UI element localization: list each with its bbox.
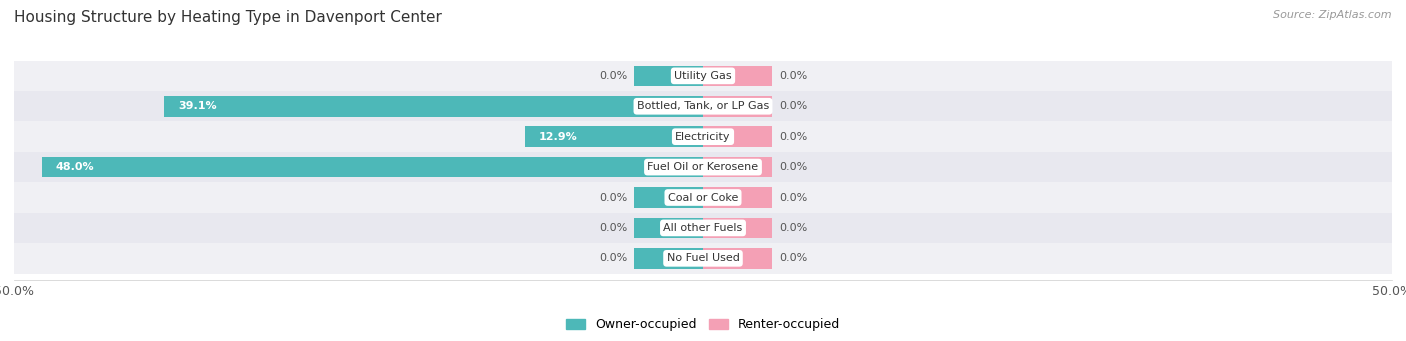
Bar [703,248,772,269]
Bar [14,182,1392,213]
Bar [634,248,703,269]
Bar [634,187,703,208]
Text: Bottled, Tank, or LP Gas: Bottled, Tank, or LP Gas [637,101,769,111]
Legend: Owner-occupied, Renter-occupied: Owner-occupied, Renter-occupied [561,313,845,336]
Text: Coal or Coke: Coal or Coke [668,193,738,203]
Text: 48.0%: 48.0% [55,162,94,172]
Text: Source: ZipAtlas.com: Source: ZipAtlas.com [1274,10,1392,20]
Bar [634,65,703,86]
Text: All other Fuels: All other Fuels [664,223,742,233]
Text: 0.0%: 0.0% [599,223,627,233]
Text: 39.1%: 39.1% [179,101,217,111]
Bar [14,121,1392,152]
Bar [703,157,772,177]
Text: 0.0%: 0.0% [779,71,807,81]
Bar [14,61,1392,91]
Bar [703,96,772,117]
Bar [14,213,1392,243]
Bar [526,126,703,147]
Bar [634,218,703,238]
Text: 0.0%: 0.0% [779,162,807,172]
Text: Housing Structure by Heating Type in Davenport Center: Housing Structure by Heating Type in Dav… [14,10,441,25]
Text: 0.0%: 0.0% [599,71,627,81]
Bar [703,187,772,208]
Text: 0.0%: 0.0% [779,223,807,233]
Text: Utility Gas: Utility Gas [675,71,731,81]
Text: 0.0%: 0.0% [599,193,627,203]
Bar [14,91,1392,121]
Text: 0.0%: 0.0% [779,132,807,142]
Text: No Fuel Used: No Fuel Used [666,253,740,263]
Bar [703,126,772,147]
Bar [703,65,772,86]
Text: Electricity: Electricity [675,132,731,142]
Bar [42,157,703,177]
Text: 0.0%: 0.0% [599,253,627,263]
Bar [165,96,703,117]
Bar [703,218,772,238]
Text: 0.0%: 0.0% [779,253,807,263]
Bar [14,243,1392,273]
Text: 0.0%: 0.0% [779,193,807,203]
Text: Fuel Oil or Kerosene: Fuel Oil or Kerosene [647,162,759,172]
Bar [14,152,1392,182]
Text: 0.0%: 0.0% [779,101,807,111]
Text: 12.9%: 12.9% [538,132,578,142]
